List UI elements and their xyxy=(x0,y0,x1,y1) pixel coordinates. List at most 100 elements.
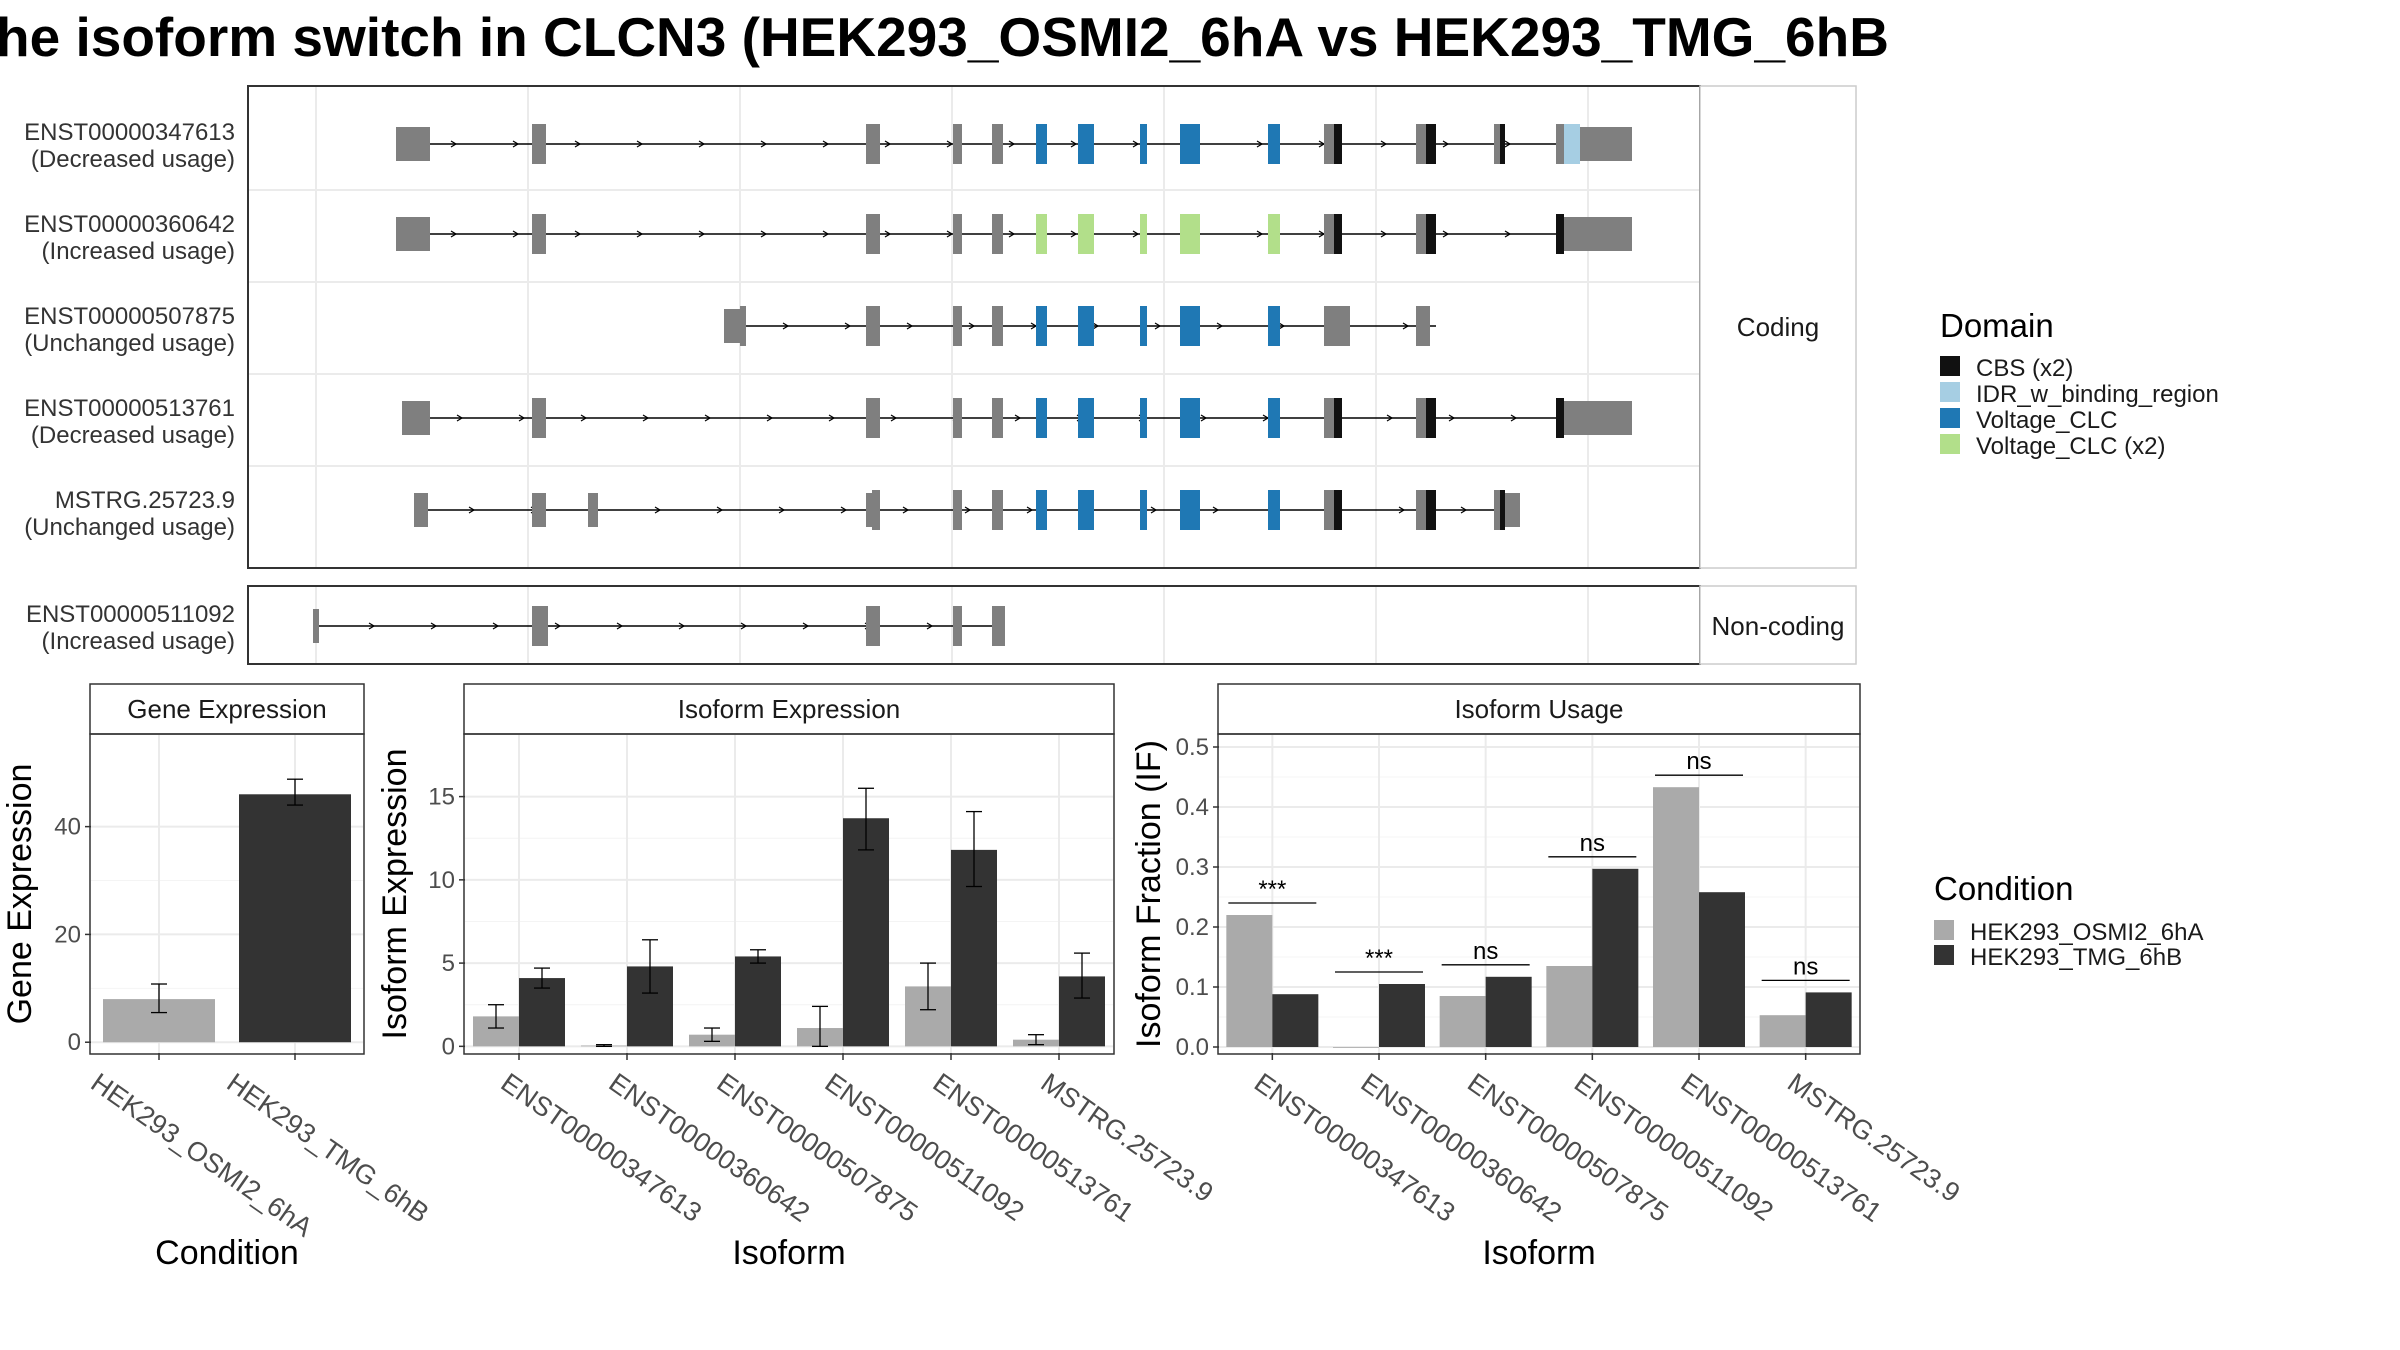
strand-arrow xyxy=(946,140,954,148)
strand-arrow xyxy=(1380,230,1388,238)
strand-arrow xyxy=(844,322,852,330)
x-tick-label: ENST00000511092 xyxy=(820,1067,1030,1226)
x-tick-label: ENST00000513761 xyxy=(1676,1067,1887,1228)
x-tick-label: ENST00000507875 xyxy=(1462,1067,1673,1228)
exon xyxy=(866,214,880,254)
exon xyxy=(953,398,962,438)
exon xyxy=(1180,490,1200,530)
strand-arrow xyxy=(884,230,892,238)
exon xyxy=(953,124,962,164)
isoform-usage-frame xyxy=(1217,733,1861,1055)
exon xyxy=(953,606,962,646)
exon xyxy=(953,306,962,346)
strand-arrow xyxy=(456,414,464,422)
isoform-expression-frame xyxy=(463,733,1115,1055)
exon xyxy=(1556,398,1564,438)
exon xyxy=(1140,124,1147,164)
exon xyxy=(1180,306,1200,346)
isoform-usage-plot: 0.0 0.1 0.2 0.3 0.4 0.5 ENST00000347613 *** ENST… xyxy=(1176,734,1966,1228)
exon xyxy=(1140,490,1147,530)
transcript-id: ENST00000360642 xyxy=(24,211,235,238)
strand-arrow xyxy=(518,414,526,422)
bar xyxy=(735,956,781,1047)
strand-arrow xyxy=(1448,414,1456,422)
exon xyxy=(1505,493,1520,527)
strand-arrow xyxy=(890,414,898,422)
exon xyxy=(1078,490,1094,530)
exon xyxy=(1268,214,1280,254)
strand-arrow xyxy=(1092,322,1100,330)
strand-arrow xyxy=(368,622,376,630)
y-tick-label: 0.1 xyxy=(1176,974,1209,1001)
exon xyxy=(1324,490,1334,530)
exon xyxy=(1036,124,1047,164)
exon xyxy=(1180,124,1200,164)
exon xyxy=(1334,214,1342,254)
exon xyxy=(536,124,546,164)
exon xyxy=(414,493,428,527)
x-tick-label: ENST00000360642 xyxy=(1356,1067,1567,1228)
exon xyxy=(1564,124,1580,164)
exon xyxy=(1324,124,1334,164)
strand-arrow xyxy=(840,506,848,514)
exon xyxy=(866,398,880,438)
exon xyxy=(1334,490,1342,530)
strand-arrow xyxy=(512,140,520,148)
strand-arrow xyxy=(450,140,458,148)
exon xyxy=(1334,306,1350,346)
condition-legend-title: Condition xyxy=(1934,870,2073,907)
y-tick-label: 0 xyxy=(68,1029,81,1056)
exon xyxy=(396,217,430,251)
strand-arrow xyxy=(704,414,712,422)
strand-arrow xyxy=(1132,230,1140,238)
strand-arrow xyxy=(1154,322,1162,330)
strand-arrow xyxy=(828,414,836,422)
strand-arrow xyxy=(906,322,914,330)
coding-panel-frame xyxy=(247,85,1701,569)
transcript-row xyxy=(313,606,1005,646)
transcript-row xyxy=(724,306,1436,346)
strand-arrow xyxy=(778,506,786,514)
exon xyxy=(992,124,1003,164)
exon xyxy=(866,124,880,164)
exon xyxy=(532,493,546,527)
gene-expression-x-label: Condition xyxy=(155,1234,299,1272)
strand-arrow xyxy=(554,622,562,630)
strand-arrow xyxy=(926,622,934,630)
strand-arrow xyxy=(802,622,810,630)
noncoding-strip xyxy=(1699,585,1857,665)
exon xyxy=(532,214,536,254)
isoform-expression-y-label: Isoform Expression xyxy=(376,749,414,1040)
exon xyxy=(1078,306,1094,346)
strand-arrow xyxy=(902,506,910,514)
transcript-id: ENST00000347613 xyxy=(24,119,235,146)
strand-arrow xyxy=(1008,230,1016,238)
strand-arrow xyxy=(1402,322,1410,330)
transcript-structure-panel: Coding Non-coding ENST00000347613 (Decre… xyxy=(24,85,1857,665)
exon xyxy=(1494,490,1500,530)
exon xyxy=(532,398,536,438)
strand-arrow xyxy=(946,230,954,238)
strand-arrow xyxy=(1278,322,1286,330)
isoform-expression-strip xyxy=(463,683,1115,735)
isoform-expression-strip-label: Isoform Expression xyxy=(678,694,901,724)
strand-arrow xyxy=(822,230,830,238)
y-tick-label: 0.4 xyxy=(1176,794,1209,821)
exon xyxy=(536,398,546,438)
strand-arrow xyxy=(782,322,790,330)
strand-arrow xyxy=(1200,414,1208,422)
legend-label-idr: IDR_w_binding_region xyxy=(1976,381,2219,408)
strand-arrow xyxy=(1380,140,1388,148)
strand-arrow xyxy=(760,230,768,238)
legend-swatch-tmg xyxy=(1934,945,1954,965)
transcript-grid xyxy=(249,87,1699,663)
transcript-row xyxy=(396,124,1632,164)
exon xyxy=(1334,398,1342,438)
strand-arrow xyxy=(574,140,582,148)
exon xyxy=(724,309,744,343)
strand-arrow xyxy=(766,414,774,422)
strand-arrow xyxy=(698,230,706,238)
legend-label-voltage-clc: Voltage_CLC xyxy=(1976,407,2117,434)
exon xyxy=(1324,398,1334,438)
